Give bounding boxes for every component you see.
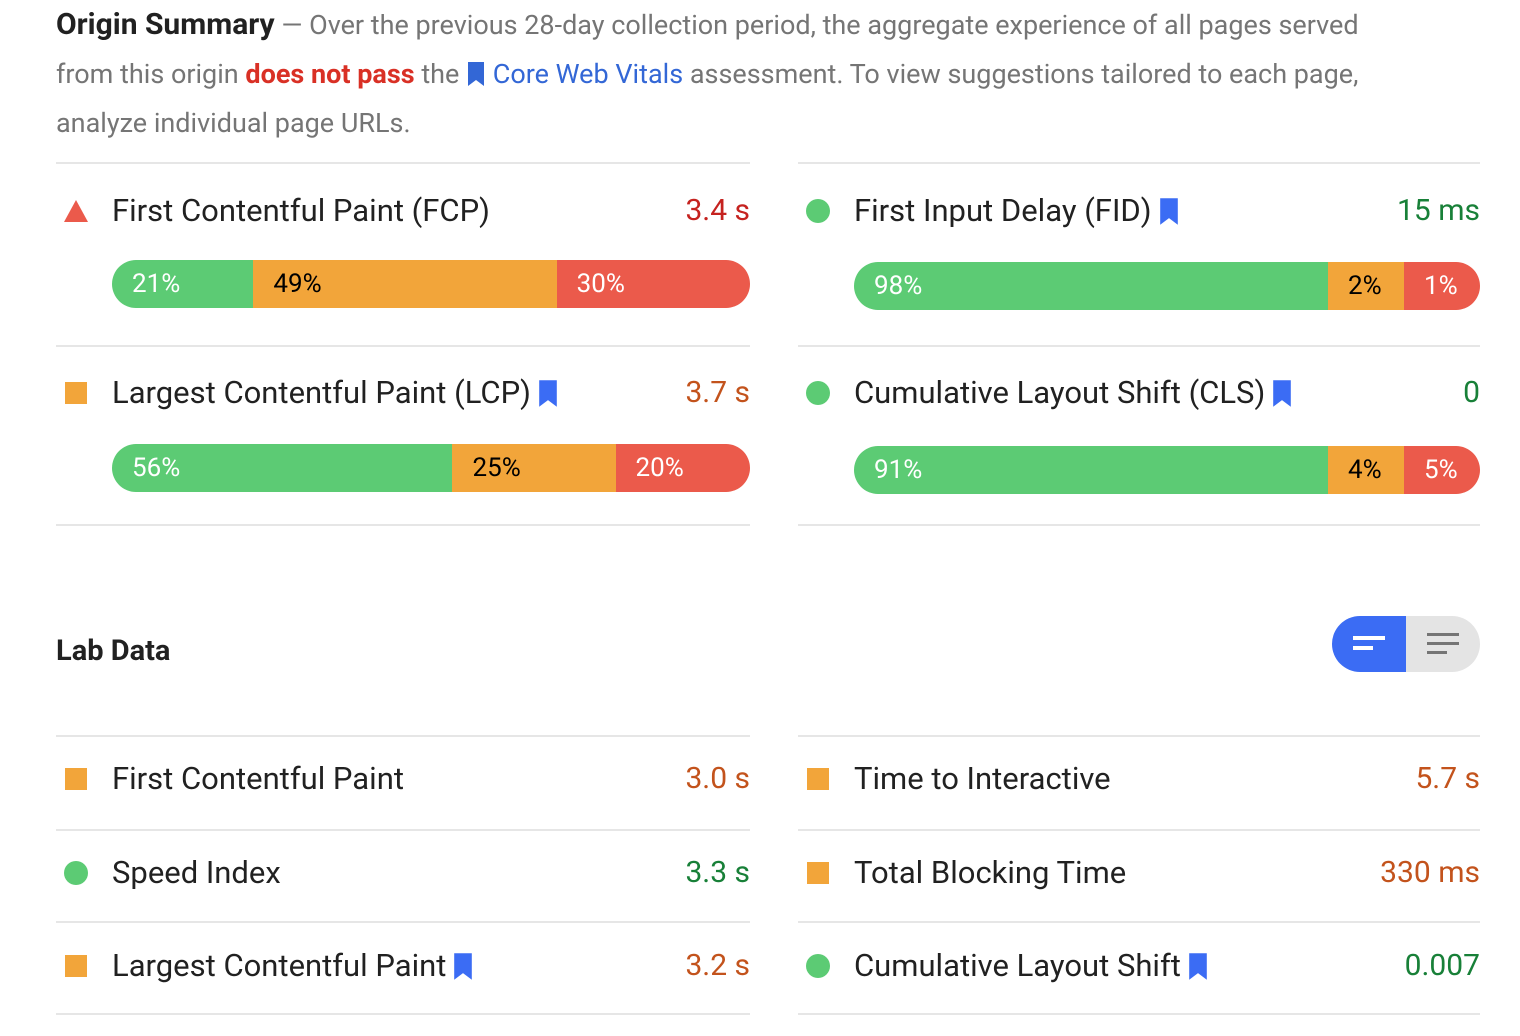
distribution-bar: 56% 25% 20%: [112, 444, 750, 492]
metric-value: 330 ms: [1380, 855, 1480, 890]
separator: [56, 735, 750, 737]
distribution-segment: 21%: [112, 260, 254, 308]
icon: [1353, 636, 1385, 650]
verdict: does not pass: [245, 58, 415, 90]
status-icon: [806, 954, 830, 978]
bookmark-icon: [1189, 952, 1207, 980]
distribution-segment: 2%: [1328, 262, 1404, 310]
separator: [56, 829, 750, 831]
metric-value: 0: [1463, 375, 1480, 410]
distribution-segment: 4%: [1328, 446, 1404, 494]
metric-label: First Contentful Paint (FCP): [112, 191, 490, 231]
metric-label: Cumulative Layout Shift (CLS): [854, 373, 1293, 413]
view-toggle: [1332, 616, 1480, 672]
distribution-segment: 20%: [615, 444, 750, 492]
distribution-segment: 5%: [1404, 446, 1480, 494]
metric-name: Speed Index: [112, 854, 281, 891]
separator: [56, 345, 750, 347]
distribution-segment: 98%: [854, 262, 1328, 310]
summary-view-button[interactable]: [1332, 616, 1406, 672]
origin-summary: Origin Summary — Over the previous 28-da…: [56, 0, 1396, 148]
detail-view-button[interactable]: [1406, 616, 1480, 672]
status-icon: [64, 861, 88, 885]
metric-label: Total Blocking Time: [854, 853, 1126, 893]
status-icon: [65, 382, 87, 404]
distribution-segment: 56%: [112, 444, 453, 492]
metric-name: Total Blocking Time: [854, 854, 1127, 891]
separator: [798, 829, 1480, 831]
distribution-bar: 98% 2% 1%: [854, 262, 1480, 310]
separator: [798, 524, 1480, 526]
separator: —: [281, 9, 303, 41]
description: Over the previous 28-day collection peri…: [56, 9, 1359, 90]
metric-name: First Input Delay (FID): [854, 192, 1152, 229]
separator: [56, 921, 750, 923]
distribution-segment: 1%: [1404, 262, 1480, 310]
icon: [1427, 633, 1459, 654]
bookmark-icon: [1273, 379, 1292, 407]
separator: [798, 735, 1480, 737]
description: the: [421, 58, 460, 90]
distribution-bar: 91% 4% 5%: [854, 446, 1480, 494]
metric-label: Largest Contentful Paint: [112, 946, 474, 986]
separator: [798, 345, 1480, 347]
metric-name: Time to Interactive: [854, 760, 1111, 797]
status-icon: [64, 200, 88, 222]
metric-value: 5.7 s: [1415, 761, 1480, 796]
metric-value: 3.7 s: [685, 375, 750, 410]
status-icon: [65, 768, 87, 790]
metric-name: Largest Contentful Paint (LCP): [112, 374, 531, 411]
metric-name: Largest Contentful Paint: [112, 947, 447, 984]
metric-label: First Contentful Paint: [112, 759, 404, 799]
metric-label: Cumulative Layout Shift: [854, 946, 1209, 986]
core-web-vitals-link[interactable]: Core Web Vitals: [492, 58, 684, 90]
section-title: Origin Summary: [56, 7, 275, 42]
metric-value: 3.4 s: [685, 193, 750, 228]
separator: [56, 1013, 750, 1015]
distribution-segment: 49%: [253, 260, 557, 308]
distribution-segment: 25%: [452, 444, 616, 492]
status-icon: [807, 768, 829, 790]
metric-name: First Contentful Paint (FCP): [112, 192, 490, 229]
bookmark-icon: [1159, 197, 1178, 225]
distribution-segment: 30%: [556, 260, 750, 308]
status-icon: [806, 199, 830, 223]
status-icon: [806, 381, 830, 405]
metric-value: 3.0 s: [685, 761, 750, 796]
separator: [56, 162, 750, 164]
separator: [798, 162, 1480, 164]
separator: [56, 524, 750, 526]
metric-value: 3.2 s: [685, 948, 750, 983]
separator: [798, 1013, 1480, 1015]
separator: [798, 921, 1480, 923]
bookmark-icon: [454, 952, 473, 980]
bookmark-icon: [539, 379, 557, 407]
metric-label: Time to Interactive: [854, 759, 1111, 799]
metric-value: 0.007: [1404, 948, 1480, 983]
metric-label: Largest Contentful Paint (LCP): [112, 373, 559, 413]
lab-title: Lab Data: [56, 634, 171, 668]
distribution-bar: 21% 49% 30%: [112, 260, 750, 308]
status-icon: [807, 862, 829, 884]
metric-value: 15 ms: [1397, 193, 1480, 228]
metric-name: First Contentful Paint: [112, 760, 404, 797]
metric-name: Cumulative Layout Shift (CLS): [854, 374, 1266, 411]
distribution-segment: 91%: [854, 446, 1328, 494]
bookmark-icon: [468, 62, 485, 86]
metric-value: 3.3 s: [685, 855, 750, 890]
metric-label: First Input Delay (FID): [854, 191, 1180, 231]
status-icon: [65, 955, 87, 977]
metric-label: Speed Index: [112, 853, 281, 893]
description: assessment. To view suggestions tailored…: [56, 58, 1359, 139]
metric-name: Cumulative Layout Shift: [854, 947, 1181, 984]
